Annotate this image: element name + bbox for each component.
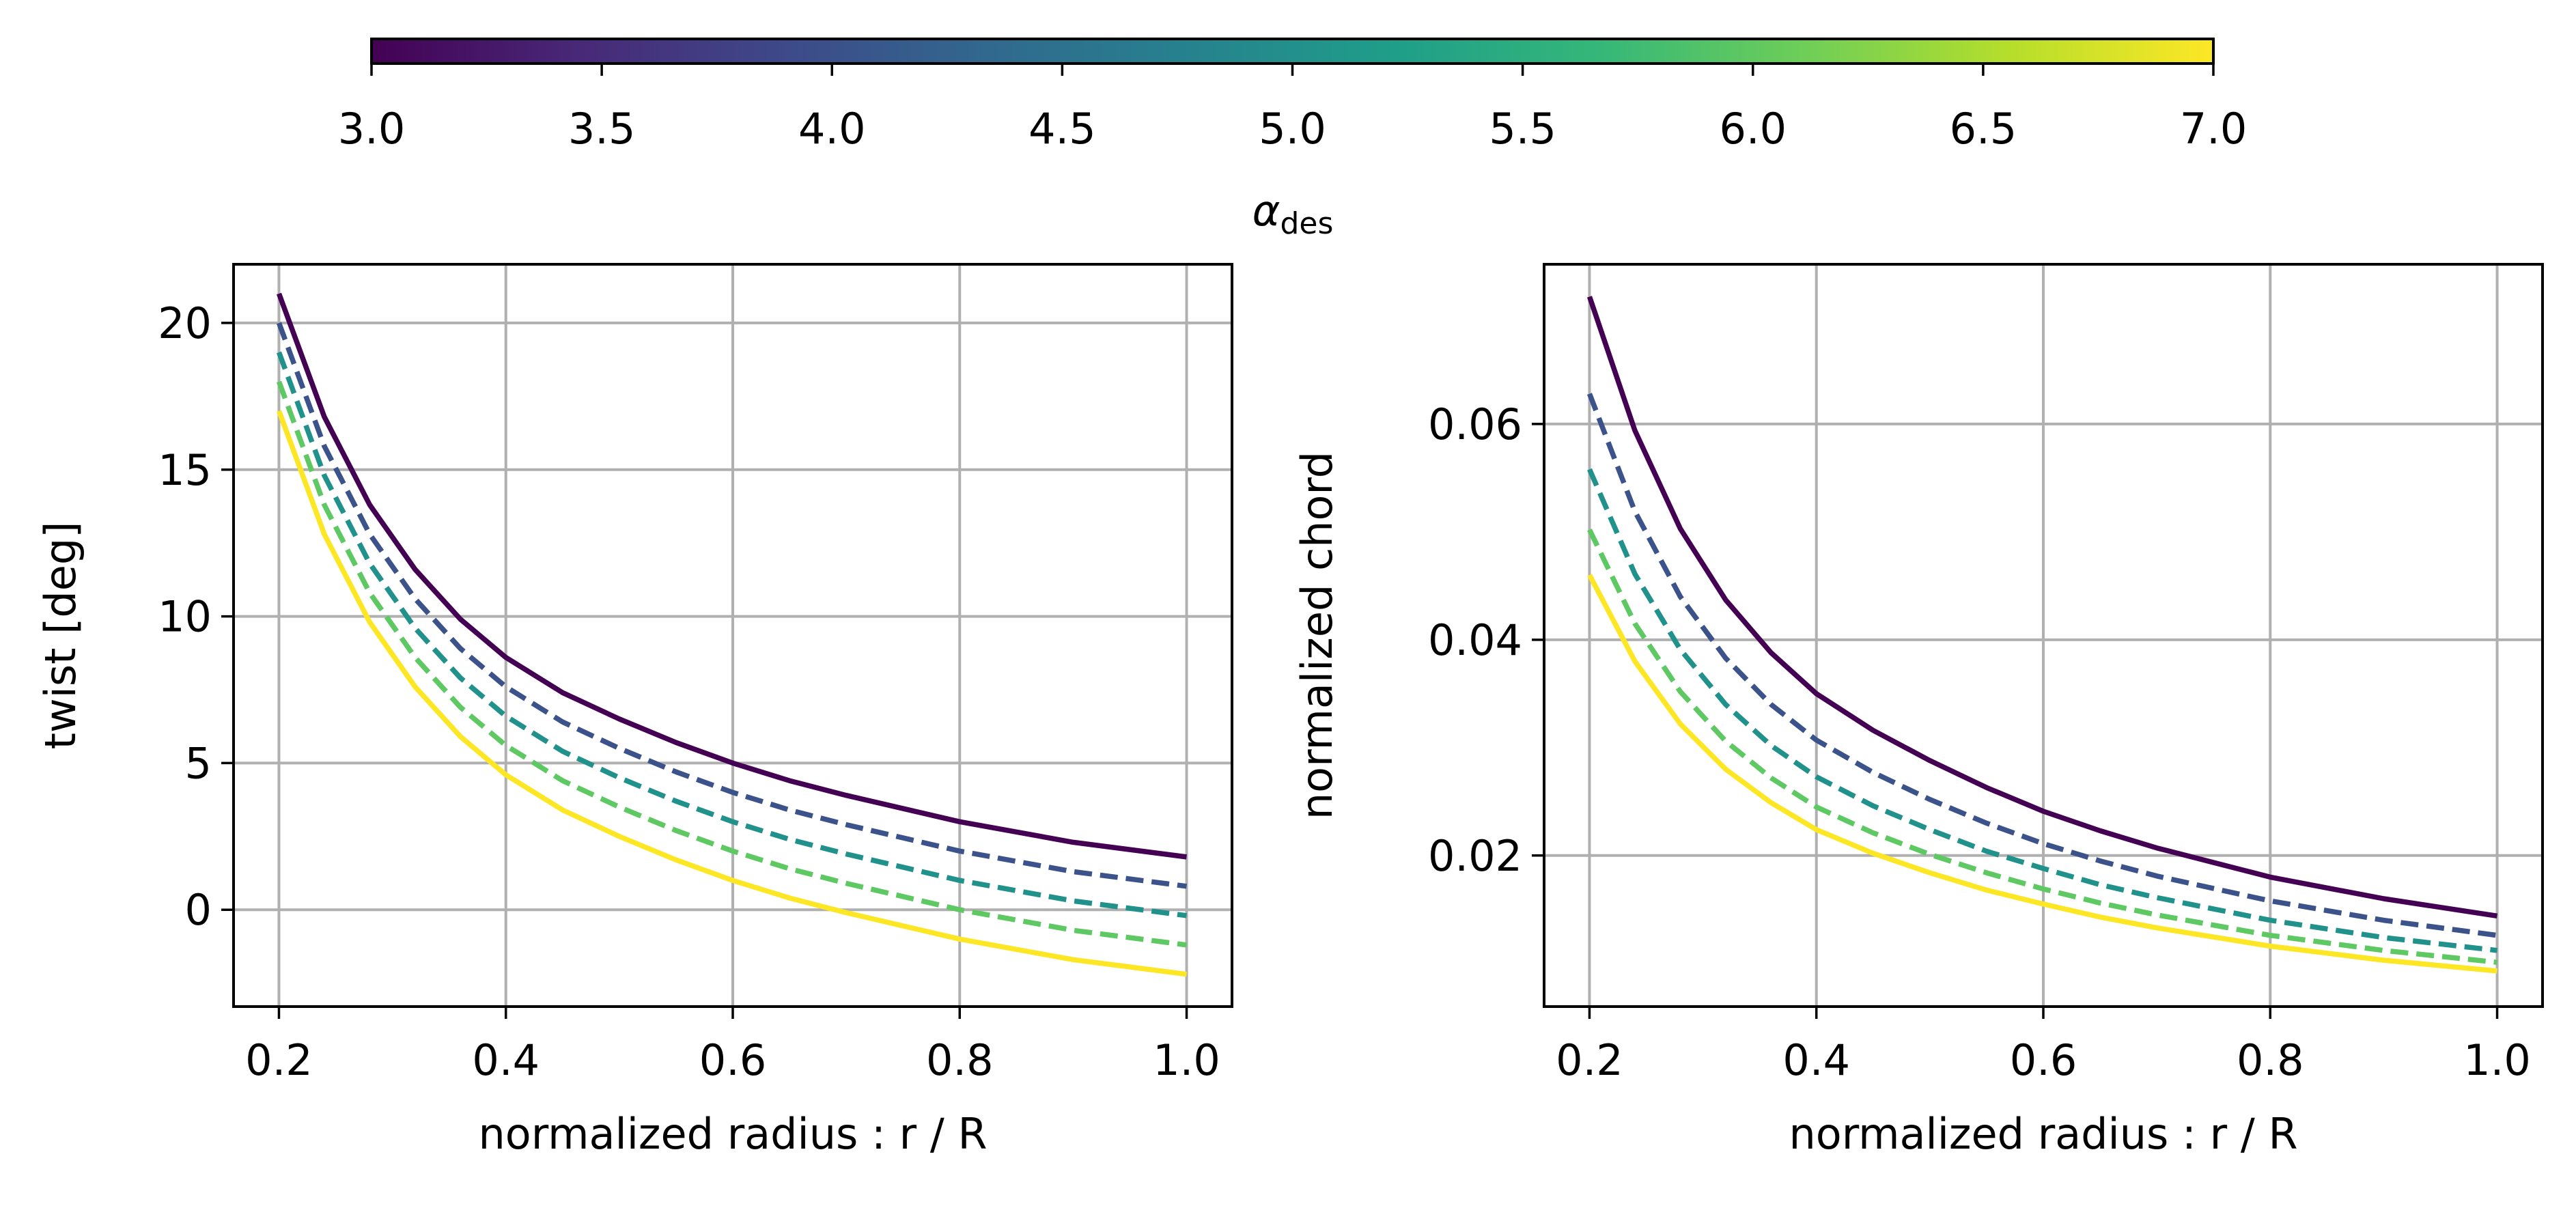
chord-ticks: 0.2 0.4 0.6 0.8 1.0 0.02 0.04 0.06 bbox=[1428, 399, 2531, 1085]
twist-series-line-alpha-3 bbox=[276, 292, 1187, 860]
colorbar-tick-label: 3.0 bbox=[338, 104, 406, 154]
twist-y-tick-label: 10 bbox=[158, 592, 212, 642]
colorbar-gradient bbox=[370, 38, 2215, 65]
chord-series-line-alpha-4 bbox=[1587, 393, 2497, 938]
colorbar-tick-label: 5.5 bbox=[1489, 104, 1556, 154]
twist-y-tick-label: 15 bbox=[158, 445, 212, 495]
twist-y-axis-label: twist [deg] bbox=[36, 522, 85, 750]
chord-x-tick-label: 0.6 bbox=[2010, 1035, 2077, 1085]
twist-series-line-alpha-7 bbox=[276, 410, 1187, 977]
chord-y-tick-label: 0.02 bbox=[1428, 831, 1522, 881]
colorbar-ticks: 3.0 3.5 4.0 4.5 5.0 5.5 6.0 6.5 7.0 bbox=[338, 64, 2248, 154]
colorbar-label: αdes bbox=[1252, 186, 1334, 241]
colorbar-tick-label: 4.5 bbox=[1028, 104, 1096, 154]
twist-x-tick-label: 0.6 bbox=[699, 1035, 767, 1085]
twist-x-axis-label: normalized radius : r / R bbox=[478, 1109, 987, 1159]
twist-x-tick-label: 0.4 bbox=[472, 1035, 540, 1085]
chord-series-line-alpha-7 bbox=[1587, 574, 2497, 974]
colorbar-tick-label: 6.5 bbox=[1950, 104, 2017, 154]
twist-series-line-alpha-4 bbox=[276, 322, 1187, 889]
twist-series-line-alpha-5 bbox=[276, 351, 1187, 918]
chord-x-tick-label: 0.4 bbox=[1782, 1035, 1850, 1085]
chord-y-axis-label: normalized chord bbox=[1292, 451, 1342, 819]
chord-grid bbox=[1544, 264, 2543, 1007]
twist-y-tick-label: 0 bbox=[185, 885, 212, 935]
twist-grid bbox=[234, 264, 1232, 1007]
twist-y-tick-label: 20 bbox=[158, 298, 212, 348]
colorbar-tick-label: 3.5 bbox=[568, 104, 636, 154]
chord-x-axis-label: normalized radius : r / R bbox=[1789, 1109, 2297, 1159]
twist-chart: 0.2 0.4 0.6 0.8 1.0 0 5 10 15 20 normalized radiu… bbox=[36, 263, 1233, 1159]
chord-chart: 0.2 0.4 0.6 0.8 1.0 0.02 0.04 0.06 normalized r… bbox=[1292, 263, 2544, 1159]
chord-y-tick-label: 0.06 bbox=[1428, 399, 1522, 449]
chord-y-tick-label: 0.04 bbox=[1428, 615, 1522, 665]
twist-y-tick-label: 5 bbox=[185, 738, 212, 788]
colorbar-tick-label: 4.0 bbox=[798, 104, 866, 154]
colorbar-tick-label: 6.0 bbox=[1719, 104, 1787, 154]
chord-x-tick-label: 0.2 bbox=[1556, 1035, 1623, 1085]
twist-x-tick-label: 0.8 bbox=[926, 1035, 994, 1085]
twist-x-tick-label: 0.2 bbox=[245, 1035, 313, 1085]
chord-x-tick-label: 1.0 bbox=[2463, 1035, 2531, 1085]
twist-lines bbox=[276, 292, 1187, 977]
twist-x-tick-label: 1.0 bbox=[1153, 1035, 1220, 1085]
chord-series-line-alpha-3 bbox=[1586, 296, 2498, 919]
chord-lines bbox=[1586, 296, 2498, 974]
chord-x-tick-label: 0.8 bbox=[2237, 1035, 2304, 1085]
colorbar: 3.0 3.5 4.0 4.5 5.0 5.5 6.0 6.5 7.0 αdes bbox=[338, 38, 2248, 241]
chord-series-line-alpha-6 bbox=[1587, 529, 2497, 965]
colorbar-tick-label: 5.0 bbox=[1259, 104, 1326, 154]
colorbar-tick-label: 7.0 bbox=[2180, 104, 2248, 154]
twist-ticks: 0.2 0.4 0.6 0.8 1.0 0 5 10 15 20 bbox=[158, 298, 1220, 1085]
twist-series-line-alpha-6 bbox=[276, 380, 1187, 948]
